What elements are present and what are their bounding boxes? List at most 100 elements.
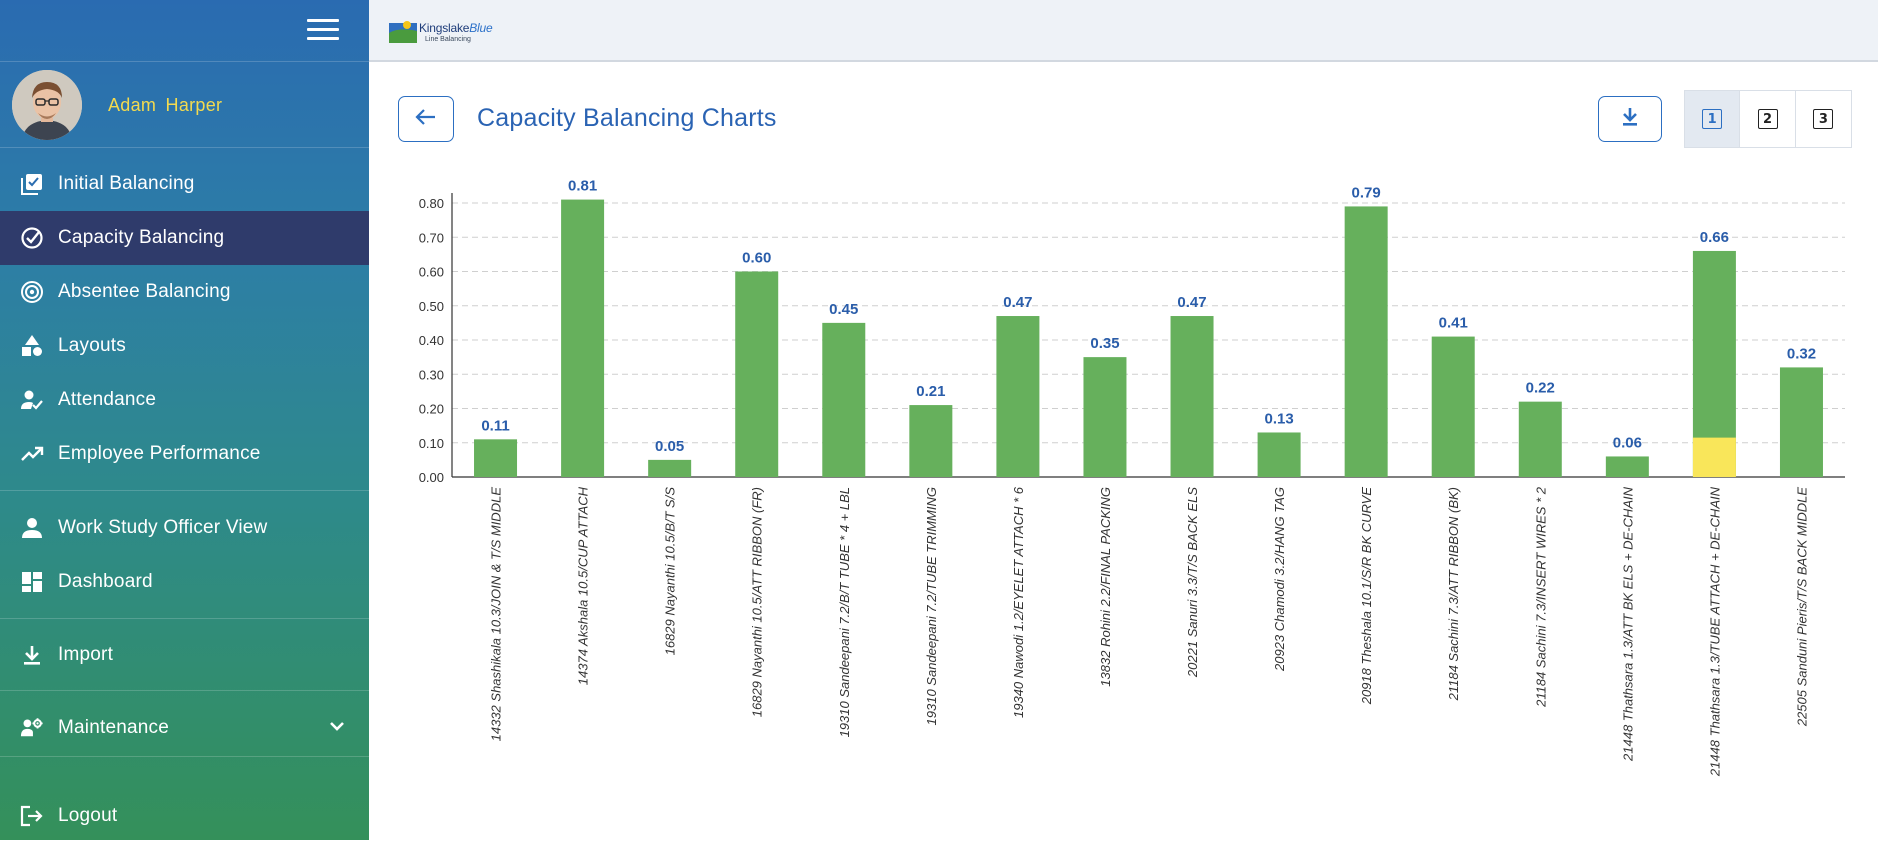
bar [909, 405, 953, 477]
person-check-icon [20, 388, 44, 412]
y-tick-label: 0.70 [419, 230, 444, 245]
capacity-chart: 0.00 0.10 0.20 0.30 0.40 0.50 0.60 0.70 0.80 0.11… [419, 178, 1845, 777]
bar [1170, 316, 1214, 477]
divider [0, 690, 369, 691]
bar-highlight-segment [1692, 437, 1736, 477]
sidebar-item-label: Logout [58, 805, 118, 826]
divider [0, 618, 369, 619]
bar-value-label: 0.45 [829, 301, 858, 318]
y-tick-label: 0.50 [419, 299, 444, 314]
sidebar-item-label: Maintenance [58, 717, 169, 738]
sidebar-item-label: Import [58, 644, 114, 665]
y-tick-label: 0.30 [419, 367, 444, 382]
x-tick-label: 22505 Sanduni Pieris/T/S BACK MIDDLE [1794, 487, 1809, 727]
shapes-icon [20, 334, 44, 358]
bar [474, 439, 518, 477]
sidebar-item-maintenance[interactable]: Maintenance [0, 701, 369, 755]
sidebar-item-capacity-balancing[interactable]: Capacity Balancing [0, 211, 369, 265]
view-option-1[interactable]: 1 [1685, 91, 1741, 147]
x-tick-label: 14374 Akshala 10.5/CUP ATTACH [576, 486, 591, 685]
user-name: Adam Harper [108, 95, 223, 115]
sidebar-item-label: Initial Balancing [58, 173, 195, 194]
y-tick-label: 0.00 [419, 470, 444, 485]
arrow-left-icon [415, 108, 437, 131]
sidebar-item-logout[interactable]: Logout [0, 789, 369, 843]
y-tick-label: 0.40 [419, 333, 444, 348]
download-icon [1621, 107, 1639, 132]
bar [1779, 367, 1823, 477]
bar [1083, 357, 1127, 477]
y-tick-label: 0.80 [419, 196, 444, 211]
sidebar-item-employee-performance[interactable]: Employee Performance [0, 427, 369, 481]
sidebar-item-label: Attendance [58, 389, 157, 410]
x-tick-label: 20923 Chamodi 3.2/HANG TAG [1272, 487, 1287, 672]
sidebar-item-label: Work Study Officer View [58, 517, 268, 538]
bar-value-label: 0.22 [1526, 380, 1555, 397]
view-option-2[interactable]: 2 [1740, 91, 1796, 147]
view-option-3[interactable]: 3 [1796, 91, 1851, 147]
bar-value-label: 0.60 [742, 250, 771, 267]
sidebar-item-absentee-balancing[interactable]: Absentee Balancing [0, 265, 369, 319]
x-tick-label: 19310 Sandeepani 7.2/TUBE TRIMMING [924, 487, 939, 725]
x-tick-label: 19340 Nawodi 1.2/EYELET ATTACH * 6 [1011, 486, 1026, 718]
back-button[interactable] [398, 96, 454, 142]
bar [1344, 206, 1388, 478]
bar [996, 316, 1040, 477]
dashboard-icon [20, 570, 44, 594]
sidebar-item-import[interactable]: Import [0, 628, 369, 682]
user-panel: Adam Harper [0, 62, 369, 148]
bar [1518, 401, 1562, 477]
x-tick-label: 21184 Sachini 7.3/INSERT WIRES * 2 [1533, 486, 1548, 708]
top-bar: KingslakeBlue Line Balancing [369, 0, 1878, 62]
chevron-down-icon[interactable] [329, 719, 345, 737]
sidebar-item-label: Absentee Balancing [58, 281, 231, 302]
menu-icon[interactable] [307, 19, 339, 41]
page-title: Capacity Balancing Charts [477, 104, 777, 132]
x-tick-label: 19310 Sandeepani 7.2/B/T TUBE * 4 + LBL [837, 487, 852, 737]
sidebar-item-initial-balancing[interactable]: Initial Balancing [0, 157, 369, 211]
x-tick-label: 14332 Shashikala 10.3/JOIN & T/S MIDDLE [489, 487, 504, 742]
bar-value-label: 0.06 [1613, 434, 1642, 451]
person-icon [20, 516, 44, 540]
x-tick-label: 16829 Nayanthi 10.5/ATT RIBBON (FR) [750, 487, 765, 717]
bar-value-label: 0.41 [1439, 315, 1468, 332]
sidebar-item-layouts[interactable]: Layouts [0, 319, 369, 373]
sidebar-item-dashboard[interactable]: Dashboard [0, 555, 369, 609]
target-icon [20, 280, 44, 304]
bar-value-label: 0.21 [916, 383, 945, 400]
x-tick-label: 21184 Sachini 7.3/ATT RIBBON (BK) [1446, 487, 1461, 701]
download-button[interactable] [1598, 96, 1662, 142]
x-tick-label: 21448 Thathsara 1.3/ATT BK ELS + DE-CHAI… [1620, 486, 1635, 762]
app-logo[interactable]: KingslakeBlue Line Balancing [389, 17, 509, 49]
bar-value-label: 0.81 [568, 178, 597, 195]
view-option-label: 1 [1702, 109, 1723, 129]
check-circle-icon [20, 226, 44, 250]
bar-value-label: 0.35 [1090, 335, 1119, 352]
bar-value-label: 0.32 [1787, 345, 1816, 362]
x-tick-label: 20221 Sanuri 3.3/T/S BACK ELS [1185, 487, 1200, 678]
logo-text: Kingslake [419, 21, 470, 35]
divider [0, 756, 369, 757]
bar [561, 199, 605, 477]
checklist-icon [20, 172, 44, 196]
sidebar-item-attendance[interactable]: Attendance [0, 373, 369, 427]
divider [0, 490, 369, 491]
sidebar-item-label: Capacity Balancing [58, 227, 225, 248]
chart-layout-toggle: 1 2 3 [1684, 90, 1852, 148]
y-tick-label: 0.20 [419, 402, 444, 417]
bar-value-label: 0.47 [1003, 294, 1032, 311]
x-tick-label: 21448 Thathsara 1.3/TUBE ATTACH + DE-CHA… [1707, 486, 1722, 777]
bar [1605, 456, 1649, 477]
view-option-label: 3 [1813, 109, 1834, 129]
avatar[interactable] [12, 70, 82, 140]
y-tick-label: 0.10 [419, 436, 444, 451]
bar [648, 459, 692, 477]
bar-value-label: 0.66 [1700, 229, 1729, 246]
sidebar-item-label: Dashboard [58, 571, 153, 592]
y-tick-label: 0.60 [419, 265, 444, 280]
logo-accent: Blue [469, 21, 493, 35]
sidebar-item-label: Layouts [58, 335, 126, 356]
x-tick-label: 20918 Theshala 10.1/S/R BK CURVE [1359, 487, 1374, 706]
bar-value-label: 0.13 [1264, 410, 1293, 427]
sidebar-item-work-study-officer-view[interactable]: Work Study Officer View [0, 501, 369, 555]
